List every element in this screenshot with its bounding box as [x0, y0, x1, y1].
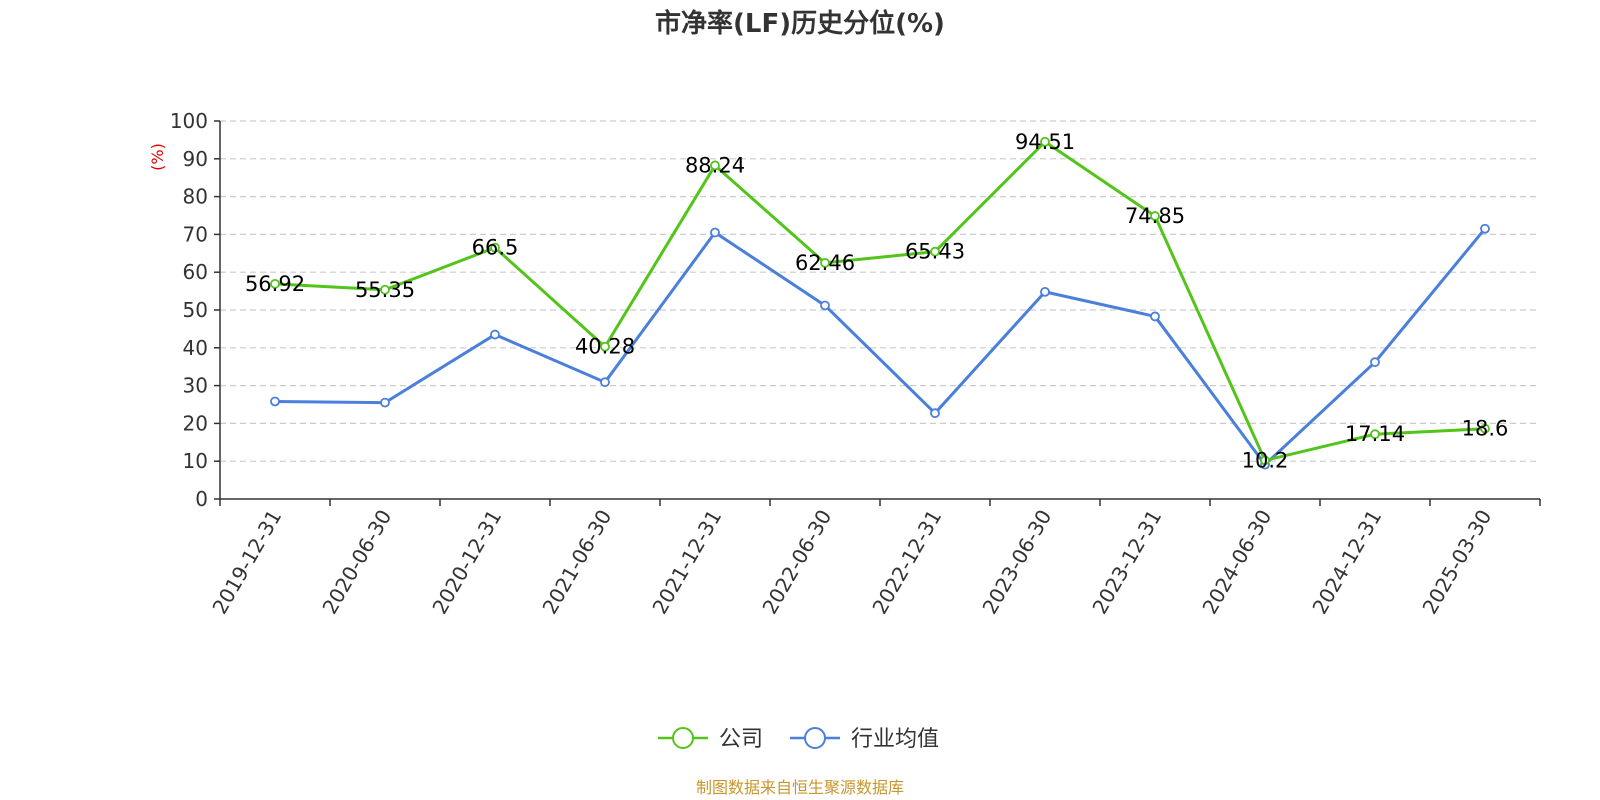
- data-point: [270, 396, 280, 407]
- legend[interactable]: 公司 行业均值: [658, 727, 939, 752]
- grid: [220, 120, 1540, 462]
- y-tick-label: 10: [183, 449, 208, 473]
- axes: 0 10 20 30 40 50 60 70 80 90 100 2019-12-31 2020-06-…: [170, 109, 1541, 619]
- x-tick-label: 2020-12-31: [427, 506, 506, 619]
- data-point: [1040, 286, 1050, 297]
- data-point: [1370, 357, 1380, 368]
- data-point: [270, 278, 280, 289]
- x-tick-label: 2021-12-31: [647, 506, 726, 619]
- x-tick-label: 2023-06-30: [977, 506, 1056, 619]
- data-point: [1260, 455, 1270, 466]
- x-tick-label: 2019-12-31: [207, 506, 286, 619]
- data-point: [380, 397, 390, 408]
- data-label: 88.24: [685, 153, 745, 177]
- data-point: [1480, 223, 1490, 234]
- data-point: [600, 341, 610, 352]
- y-tick-label: 80: [183, 185, 208, 209]
- data-label: 94.51: [1015, 130, 1075, 154]
- x-tick-label: 2024-06-30: [1197, 506, 1276, 619]
- data-point: [1150, 311, 1160, 322]
- y-tick-label: 100: [170, 109, 208, 133]
- x-tick-label: 2022-06-30: [757, 506, 836, 619]
- data-label: 62.46: [795, 251, 855, 275]
- legend-marker: [804, 727, 826, 749]
- data-label: 17.14: [1345, 422, 1405, 446]
- data-point: [710, 160, 720, 171]
- data-label: 55.35: [355, 278, 415, 302]
- y-tick-label: 90: [183, 147, 208, 171]
- data-point: [600, 377, 610, 388]
- x-tick-label: 2021-06-30: [537, 506, 616, 619]
- data-point: [930, 408, 940, 419]
- data-point: [1370, 429, 1380, 440]
- y-tick-label: 70: [183, 222, 208, 246]
- data-point: [1150, 211, 1160, 221]
- data-label: 10.2: [1242, 448, 1289, 472]
- source-note: 制图数据来自恒生聚源数据库: [696, 778, 904, 797]
- data-labels: 56.92 55.35 66.5 40.28 88.24 62.46 65.43 94.51 7…: [245, 130, 1508, 473]
- legend-label: 行业均值: [851, 727, 939, 752]
- y-tick-label: 0: [195, 487, 208, 511]
- y-axis-label: (%): [148, 143, 167, 171]
- y-tick-label: 50: [183, 298, 208, 322]
- data-label: 65.43: [905, 240, 965, 264]
- data-label: 74.85: [1125, 204, 1185, 228]
- data-point: [490, 242, 500, 253]
- x-tick-label: 2023-12-31: [1087, 506, 1166, 619]
- x-tick-label: 2024-12-31: [1307, 506, 1386, 619]
- data-label: 66.5: [472, 236, 519, 260]
- legend-label: 公司: [719, 727, 763, 752]
- x-tick-label: 2020-06-30: [317, 506, 396, 619]
- data-point: [930, 246, 940, 257]
- legend-marker: [672, 727, 694, 749]
- data-label: 56.92: [245, 272, 305, 296]
- x-tick-label: 2025-03-30: [1417, 506, 1496, 619]
- data-point: [380, 284, 390, 295]
- y-tick-label: 30: [183, 374, 208, 398]
- data-point: [1040, 136, 1050, 147]
- series-line: [274, 140, 1486, 462]
- series-line: [274, 227, 1487, 467]
- data-point: [490, 329, 500, 340]
- data-point: [710, 227, 720, 238]
- series-group: [270, 136, 1490, 470]
- data-label: 40.28: [575, 335, 635, 359]
- chart-title: 市净率(LF)历史分位(%): [655, 8, 945, 39]
- data-point: [820, 300, 830, 311]
- legend-item[interactable]: 行业均值: [790, 727, 939, 752]
- data-point: [820, 258, 830, 268]
- data-label: 18.6: [1462, 417, 1509, 441]
- data-point: [1480, 423, 1490, 434]
- legend-item[interactable]: 公司: [658, 727, 763, 752]
- y-tick-label: 60: [183, 260, 208, 284]
- y-tick-label: 40: [183, 336, 208, 360]
- x-tick-label: 2022-12-31: [867, 506, 946, 619]
- y-tick-label: 20: [183, 411, 208, 435]
